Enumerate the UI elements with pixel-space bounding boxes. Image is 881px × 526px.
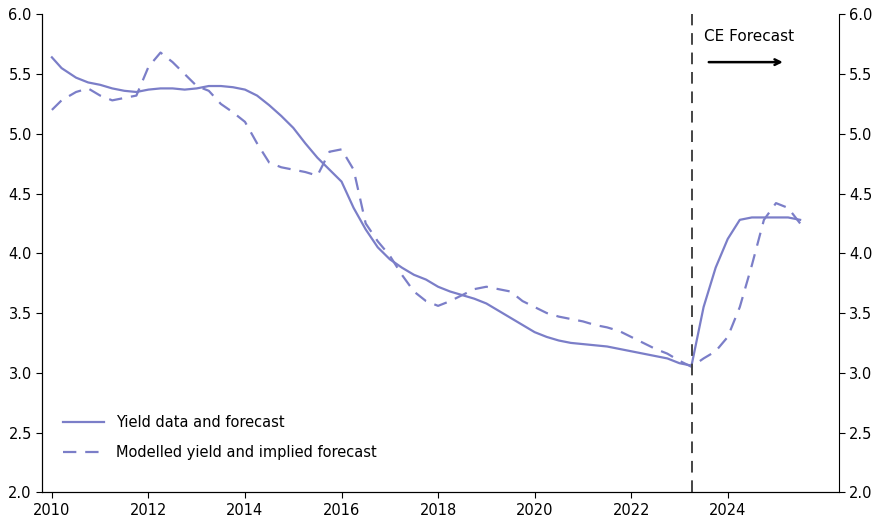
Legend: Yield data and forecast, Modelled yield and implied forecast: Yield data and forecast, Modelled yield … (57, 410, 382, 466)
Text: CE Forecast: CE Forecast (704, 29, 794, 44)
